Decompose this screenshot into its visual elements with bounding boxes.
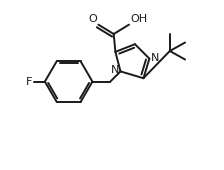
- Text: N: N: [110, 65, 119, 75]
- Text: O: O: [88, 14, 97, 24]
- Text: N: N: [151, 53, 159, 63]
- Text: F: F: [26, 77, 32, 87]
- Text: OH: OH: [131, 14, 148, 24]
